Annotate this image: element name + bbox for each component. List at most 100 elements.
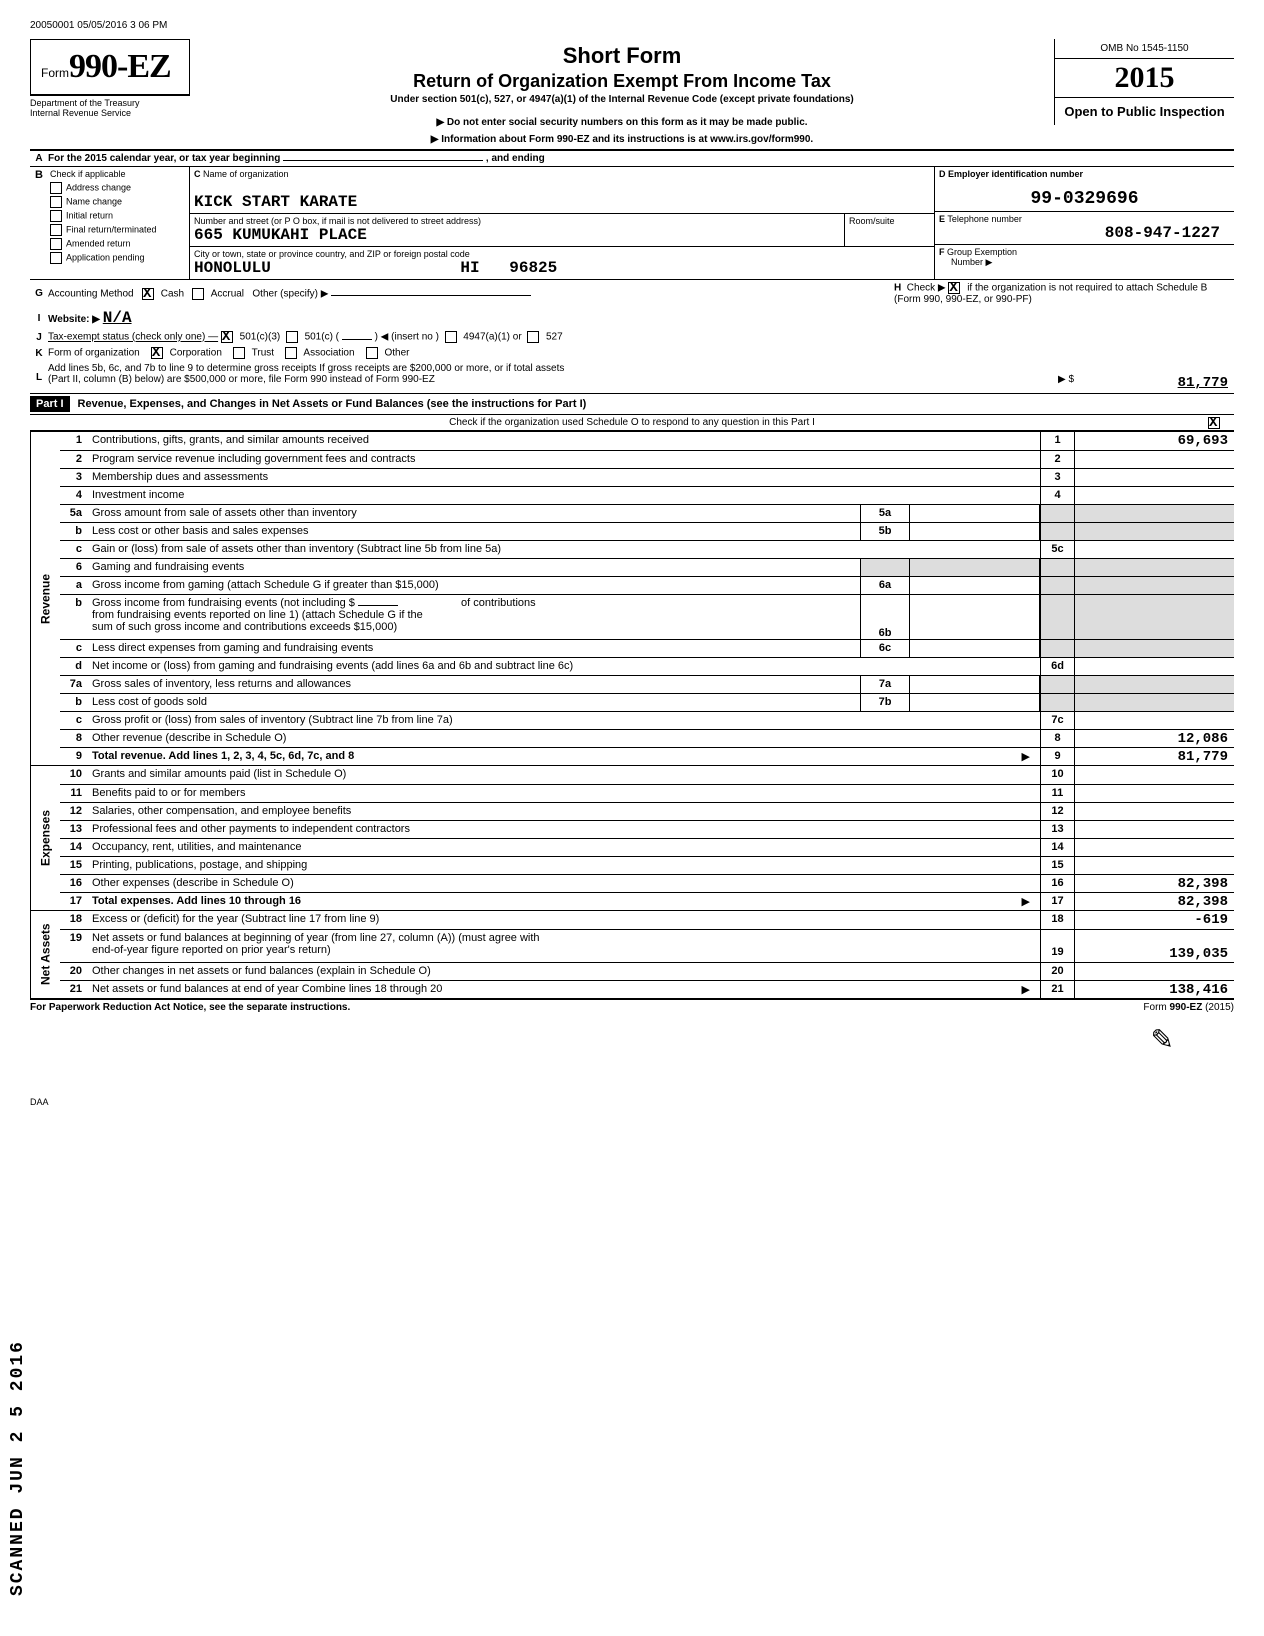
line-i: I Website: ▶ N/A bbox=[30, 307, 1234, 329]
line12-desc: Salaries, other compensation, and employ… bbox=[88, 803, 1040, 820]
lbl-initial-return: Initial return bbox=[66, 210, 113, 220]
state: HI bbox=[460, 259, 479, 277]
line9-desc: Total revenue. Add lines 1, 2, 3, 4, 5c,… bbox=[92, 750, 354, 762]
lbl-corp: Corporation bbox=[170, 348, 222, 359]
h-label: Check ▶ bbox=[907, 283, 946, 294]
line10-desc: Grants and similar amounts paid (list in… bbox=[88, 766, 1040, 784]
line17-desc: Total expenses. Add lines 10 through 16 bbox=[92, 895, 301, 907]
omb-number: OMB No 1545-1150 bbox=[1055, 39, 1234, 59]
netassets-section: Net Assets 18Excess or (deficit) for the… bbox=[30, 910, 1234, 999]
line7c-desc: Gross profit or (loss) from sales of inv… bbox=[88, 712, 1040, 729]
ck-corporation[interactable] bbox=[151, 347, 163, 359]
line13-desc: Professional fees and other payments to … bbox=[88, 821, 1040, 838]
check-if-applicable: Check if applicable bbox=[48, 167, 189, 181]
ck-application-pending[interactable] bbox=[50, 252, 62, 264]
d-label: Employer identification number bbox=[948, 169, 1083, 179]
line2-val bbox=[1074, 451, 1234, 468]
dept2: Internal Revenue Service bbox=[30, 108, 190, 118]
line1-val: 69,693 bbox=[1074, 432, 1234, 450]
daa-label: DAA bbox=[30, 1097, 1234, 1107]
pra-notice: For Paperwork Reduction Act Notice, see … bbox=[30, 1002, 350, 1013]
line6-desc: Gaming and fundraising events bbox=[88, 559, 860, 576]
line20-desc: Other changes in net assets or fund bala… bbox=[88, 963, 1040, 980]
line-k: K Form of organization Corporation Trust… bbox=[30, 345, 1234, 361]
line6a-desc: Gross income from gaming (attach Schedul… bbox=[92, 579, 439, 591]
line2-desc: Program service revenue including govern… bbox=[88, 451, 1040, 468]
ck-cash[interactable] bbox=[142, 288, 154, 300]
header-center: Short Form Return of Organization Exempt… bbox=[190, 39, 1054, 149]
room-suite-label: Room/suite bbox=[844, 214, 934, 246]
line11-desc: Benefits paid to or for members bbox=[88, 785, 1040, 802]
expenses-section: Expenses 10Grants and similar amounts pa… bbox=[30, 765, 1234, 910]
i-label: Website: ▶ bbox=[48, 314, 100, 325]
line15-val bbox=[1074, 857, 1234, 874]
lbl-cash: Cash bbox=[161, 288, 184, 299]
line6d-val bbox=[1074, 658, 1234, 675]
line21-val: 138,416 bbox=[1074, 981, 1234, 998]
zip: 96825 bbox=[509, 259, 557, 277]
side-revenue: Revenue bbox=[30, 432, 60, 765]
lbl-assoc: Association bbox=[303, 348, 354, 359]
l-text1: Add lines 5b, 6c, and 7b to line 9 to de… bbox=[48, 363, 1234, 374]
ck-501c[interactable] bbox=[286, 331, 298, 343]
return-title: Return of Organization Exempt From Incom… bbox=[200, 71, 1044, 92]
line19-val: 139,035 bbox=[1074, 930, 1234, 962]
line1-desc: Contributions, gifts, grants, and simila… bbox=[88, 432, 1040, 450]
lbl-4947: 4947(a)(1) or bbox=[463, 332, 521, 343]
org-name: KICK START KARATE bbox=[194, 193, 930, 211]
side-netassets: Net Assets bbox=[30, 911, 60, 998]
line6b-desc3: from fundraising events reported on line… bbox=[92, 609, 423, 621]
info-note: ▶ Information about Form 990-EZ and its … bbox=[200, 134, 1044, 145]
line10-val bbox=[1074, 766, 1234, 784]
line17-val: 82,398 bbox=[1074, 893, 1234, 910]
timestamp: 20050001 05/05/2016 3 06 PM bbox=[30, 20, 1234, 31]
form-ref: Form 990-EZ (2015) bbox=[1143, 1002, 1234, 1013]
ck-4947[interactable] bbox=[445, 331, 457, 343]
line7b-desc: Less cost of goods sold bbox=[88, 694, 860, 711]
line12-val bbox=[1074, 803, 1234, 820]
line14-desc: Occupancy, rent, utilities, and maintena… bbox=[88, 839, 1040, 856]
line3-val bbox=[1074, 469, 1234, 486]
ck-association[interactable] bbox=[285, 347, 297, 359]
ck-527[interactable] bbox=[527, 331, 539, 343]
ck-trust[interactable] bbox=[233, 347, 245, 359]
line5c-desc: Gain or (loss) from sale of assets other… bbox=[88, 541, 1040, 558]
ck-schedule-o[interactable] bbox=[1208, 417, 1220, 429]
line18-desc: Excess or (deficit) for the year (Subtra… bbox=[88, 911, 1040, 929]
f-label: Group Exemption bbox=[947, 247, 1017, 257]
lbl-insert-no: ) ◀ (insert no ) bbox=[375, 332, 439, 343]
line6d-desc: Net income or (loss) from gaming and fun… bbox=[88, 658, 1040, 675]
ck-name-change[interactable] bbox=[50, 196, 62, 208]
lbl-other-org: Other bbox=[384, 348, 409, 359]
city-label: City or town, state or province country,… bbox=[194, 249, 470, 259]
revenue-section: Revenue 1Contributions, gifts, grants, a… bbox=[30, 431, 1234, 765]
form-prefix: Form bbox=[41, 66, 69, 80]
l-text2: (Part II, column (B) below) are $500,000… bbox=[48, 374, 435, 391]
line14-val bbox=[1074, 839, 1234, 856]
ck-amended-return[interactable] bbox=[50, 238, 62, 250]
line13-val bbox=[1074, 821, 1234, 838]
line-l: L Add lines 5b, 6c, and 7b to line 9 to … bbox=[30, 361, 1234, 393]
ck-initial-return[interactable] bbox=[50, 210, 62, 222]
letter-b: B bbox=[30, 167, 48, 279]
ck-501c3[interactable] bbox=[221, 331, 233, 343]
line20-val bbox=[1074, 963, 1234, 980]
line-a: A For the 2015 calendar year, or tax yea… bbox=[30, 150, 1234, 166]
part1-title: Revenue, Expenses, and Changes in Net As… bbox=[78, 398, 587, 410]
line-a-end: , and ending bbox=[486, 153, 545, 164]
line8-val: 12,086 bbox=[1074, 730, 1234, 747]
part1-label: Part I bbox=[30, 396, 70, 412]
line7c-val bbox=[1074, 712, 1234, 729]
line6c-desc: Less direct expenses from gaming and fun… bbox=[88, 640, 860, 657]
line16-val: 82,398 bbox=[1074, 875, 1234, 892]
ck-other-org[interactable] bbox=[366, 347, 378, 359]
ck-accrual[interactable] bbox=[192, 288, 204, 300]
ck-address-change[interactable] bbox=[50, 182, 62, 194]
website-value: N/A bbox=[103, 309, 132, 327]
lbl-501c3: 501(c)(3) bbox=[240, 332, 281, 343]
city: HONOLULU bbox=[194, 259, 271, 277]
c-label: Name of organization bbox=[203, 169, 289, 179]
ck-final-return[interactable] bbox=[50, 224, 62, 236]
ck-schedule-b[interactable] bbox=[948, 282, 960, 294]
line4-desc: Investment income bbox=[88, 487, 1040, 504]
